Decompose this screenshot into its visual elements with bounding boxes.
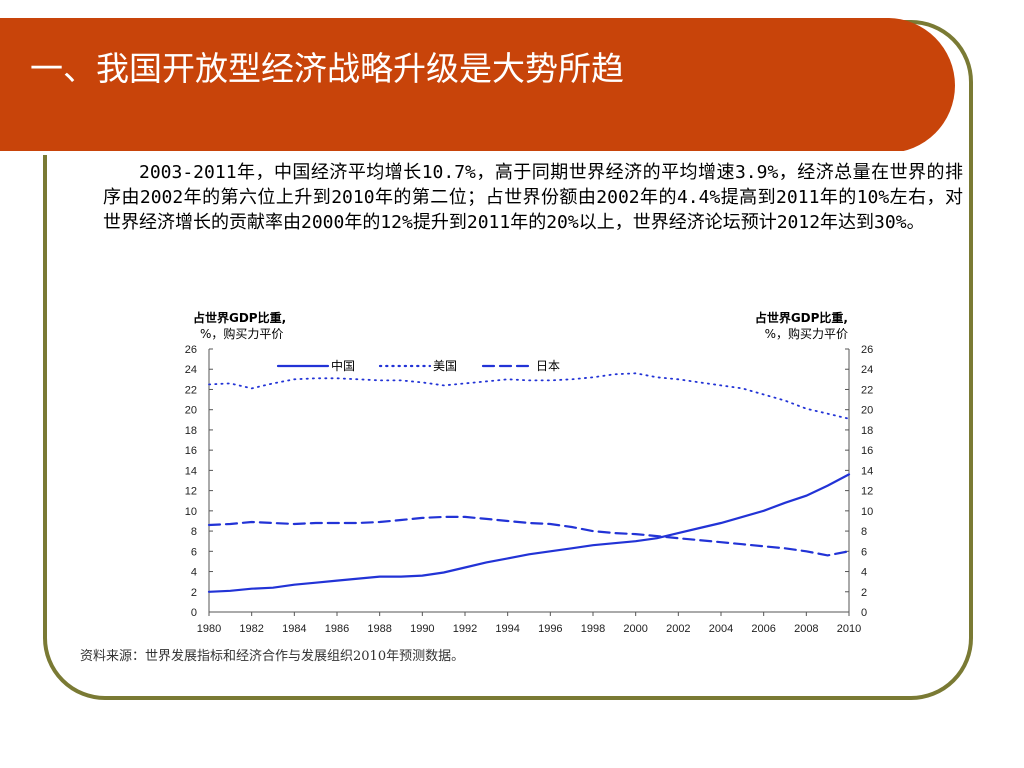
y-tick-label-right: 2 bbox=[861, 587, 867, 599]
y-tick-label-right: 26 bbox=[861, 344, 873, 356]
series-line-solid bbox=[207, 473, 851, 593]
y-axis-title-right: 占世界GDP比重, bbox=[755, 310, 848, 325]
x-tick-label: 2000 bbox=[623, 623, 647, 635]
slide-title: 一、我国开放型经济战略升级是大势所趋 bbox=[30, 49, 624, 88]
x-tick-label: 1988 bbox=[367, 623, 391, 635]
y-tick-label-left: 6 bbox=[191, 546, 197, 558]
y-tick-label-left: 14 bbox=[185, 465, 197, 477]
y-tick-label-right: 0 bbox=[861, 607, 867, 619]
x-tick-label: 1982 bbox=[239, 623, 263, 635]
x-tick-label: 2010 bbox=[837, 623, 861, 635]
y-tick-label-left: 10 bbox=[185, 506, 197, 518]
x-tick-label: 2008 bbox=[794, 623, 818, 635]
legend-label: 中国 bbox=[331, 358, 355, 373]
legend-label: 日本 bbox=[536, 359, 560, 373]
x-tick-label: 1980 bbox=[197, 623, 221, 635]
y-tick-label-left: 16 bbox=[185, 445, 197, 457]
y-tick-label-right: 18 bbox=[861, 425, 873, 437]
y-tick-label-right: 24 bbox=[861, 364, 873, 376]
x-tick-label: 1998 bbox=[581, 623, 605, 635]
series-line-dotted bbox=[208, 372, 850, 420]
y-tick-label-left: 2 bbox=[191, 587, 197, 599]
y-tick-label-right: 8 bbox=[861, 526, 867, 538]
y-tick-label-left: 18 bbox=[185, 425, 197, 437]
y-tick-label-left: 26 bbox=[185, 344, 197, 356]
x-tick-label: 1986 bbox=[325, 623, 349, 635]
y-tick-label-right: 14 bbox=[861, 465, 873, 477]
y-tick-label-left: 0 bbox=[191, 607, 197, 619]
x-tick-label: 1992 bbox=[453, 623, 477, 635]
chart-x-ticks: 1980 1982 1984 1986 1988 1990 1992 1994 1996 1998… bbox=[197, 612, 861, 635]
body-paragraph: 2003-2011年，中国经济平均增长10.7%，高于同期世界经济的平均增速3.… bbox=[103, 162, 963, 233]
x-tick-label: 2004 bbox=[709, 623, 733, 635]
y-axis-title-left: 占世界GDP比重, bbox=[193, 310, 286, 325]
y-tick-label-left: 22 bbox=[185, 384, 197, 396]
y-tick-label-left: 20 bbox=[185, 405, 197, 417]
y-tick-label-right: 12 bbox=[861, 486, 873, 498]
y-axis-subtitle-right: %，购买力平价 bbox=[765, 326, 848, 341]
y-tick-label-left: 8 bbox=[191, 526, 197, 538]
y-tick-label-right: 16 bbox=[861, 445, 873, 457]
chart-axes bbox=[208, 349, 850, 613]
y-tick-label-left: 12 bbox=[185, 486, 197, 498]
y-tick-label-right: 10 bbox=[861, 506, 873, 518]
series-line-dashed bbox=[207, 515, 851, 557]
x-tick-label: 2002 bbox=[666, 623, 690, 635]
source-note: 资料来源：世界发展指标和经济合作与发展组织2010年预测数据。 bbox=[80, 649, 465, 664]
title-underline bbox=[0, 151, 905, 155]
x-tick-label: 1990 bbox=[410, 623, 434, 635]
y-tick-label-right: 22 bbox=[861, 384, 873, 396]
chart-legend: 中国 美国 日本 bbox=[276, 358, 560, 373]
title-bar: 一、我国开放型经济战略升级是大势所趋 bbox=[0, 18, 955, 155]
y-tick-label-right: 6 bbox=[861, 546, 867, 558]
legend-label: 美国 bbox=[433, 359, 457, 373]
y-tick-label-left: 4 bbox=[191, 567, 197, 579]
y-tick-label-right: 4 bbox=[861, 567, 867, 579]
x-tick-label: 1996 bbox=[538, 623, 562, 635]
y-tick-label-right: 20 bbox=[861, 405, 873, 417]
chart-series bbox=[207, 372, 851, 593]
y-tick-label-left: 24 bbox=[185, 364, 197, 376]
x-tick-label: 1994 bbox=[495, 623, 519, 635]
x-tick-label: 2006 bbox=[751, 623, 775, 635]
x-tick-label: 1984 bbox=[282, 623, 306, 635]
y-axis-subtitle-left: %，购买力平价 bbox=[200, 326, 283, 341]
